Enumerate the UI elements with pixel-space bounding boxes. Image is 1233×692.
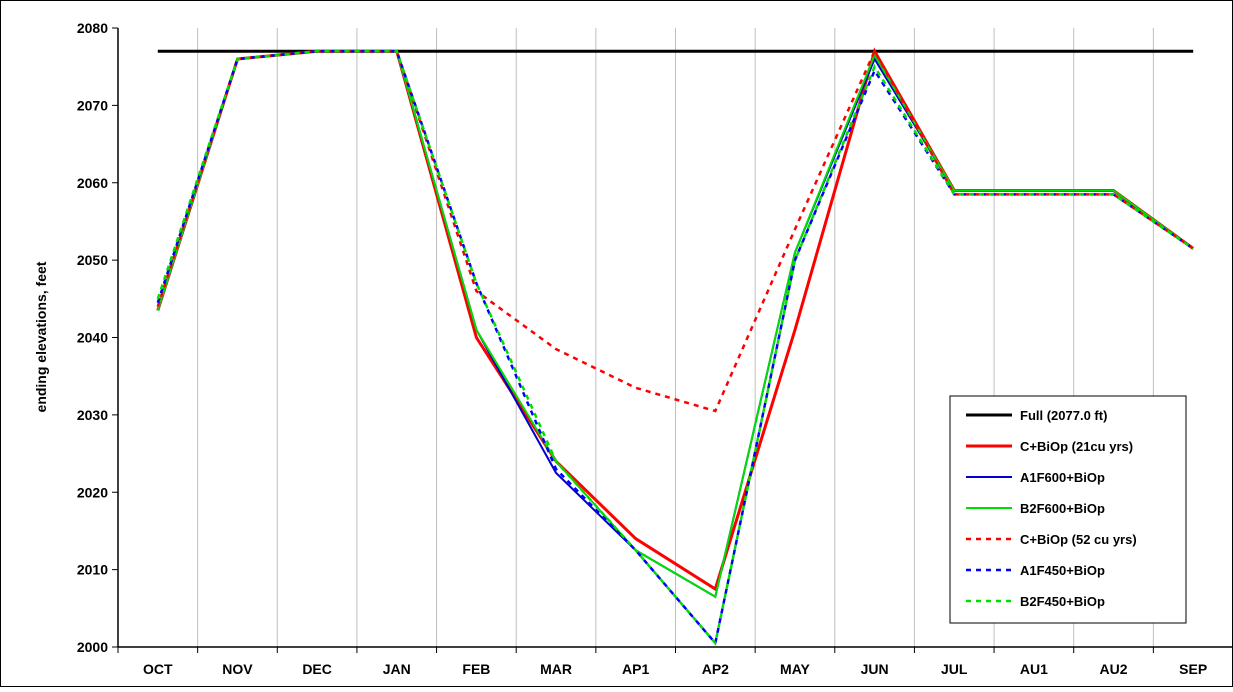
x-tick-label: JUL xyxy=(941,661,968,677)
series-layer xyxy=(156,47,1195,646)
x-tick-label: MAR xyxy=(540,661,572,677)
y-axis-label: ending elevations, feet xyxy=(33,261,49,412)
x-tick-label: AP1 xyxy=(622,661,649,677)
y-tick-label: 2070 xyxy=(77,97,108,113)
x-tick-label: JUN xyxy=(861,661,889,677)
series-line-5 xyxy=(156,48,1194,413)
y-tick-label: 2050 xyxy=(77,252,108,268)
x-tick-label: NOV xyxy=(222,661,253,677)
legend-entry-label: A1F450+BiOp xyxy=(1020,563,1105,578)
legend-entry-label: Full (2077.0 ft) xyxy=(1020,408,1107,423)
x-tick-label: AP2 xyxy=(702,661,729,677)
x-tick-label: DEC xyxy=(302,661,332,677)
x-tick-label: OCT xyxy=(143,661,173,677)
y-tick-label: 2040 xyxy=(77,330,108,346)
series-line-7 xyxy=(156,49,1194,646)
legend-entry-label: C+BiOp (21cu yrs) xyxy=(1020,439,1133,454)
x-tick-label: AU1 xyxy=(1020,661,1048,677)
y-tick-label: 2030 xyxy=(77,407,108,423)
y-tick-label: 2080 xyxy=(77,20,108,36)
axis-layer: 2000 2010 2020 2030 2040 2050 2060 2070 2080 OCT N… xyxy=(77,20,1233,677)
legend-entry-label: B2F600+BiOp xyxy=(1020,501,1105,516)
y-tick-label: 2020 xyxy=(77,484,108,500)
legend-box xyxy=(949,395,1187,624)
y-tick-label: 2010 xyxy=(77,562,108,578)
x-tick-label: FEB xyxy=(462,661,490,677)
legend: Full (2077.0 ft) C+BiOp (21cu yrs) A1F600+… xyxy=(949,395,1187,624)
x-tick-label: JAN xyxy=(383,661,411,677)
x-tick-label: SEP xyxy=(1179,661,1207,677)
x-tick-label: AU2 xyxy=(1100,661,1128,677)
legend-entry-label: B2F450+BiOp xyxy=(1020,594,1105,609)
x-tick-label: MAY xyxy=(780,661,810,677)
legend-entry-label: A1F600+BiOp xyxy=(1020,470,1105,485)
y-tick-label: 2060 xyxy=(77,175,108,191)
legend-entry-label: C+BiOp (52 cu yrs) xyxy=(1020,532,1137,547)
y-tick-label: 2000 xyxy=(77,639,108,655)
